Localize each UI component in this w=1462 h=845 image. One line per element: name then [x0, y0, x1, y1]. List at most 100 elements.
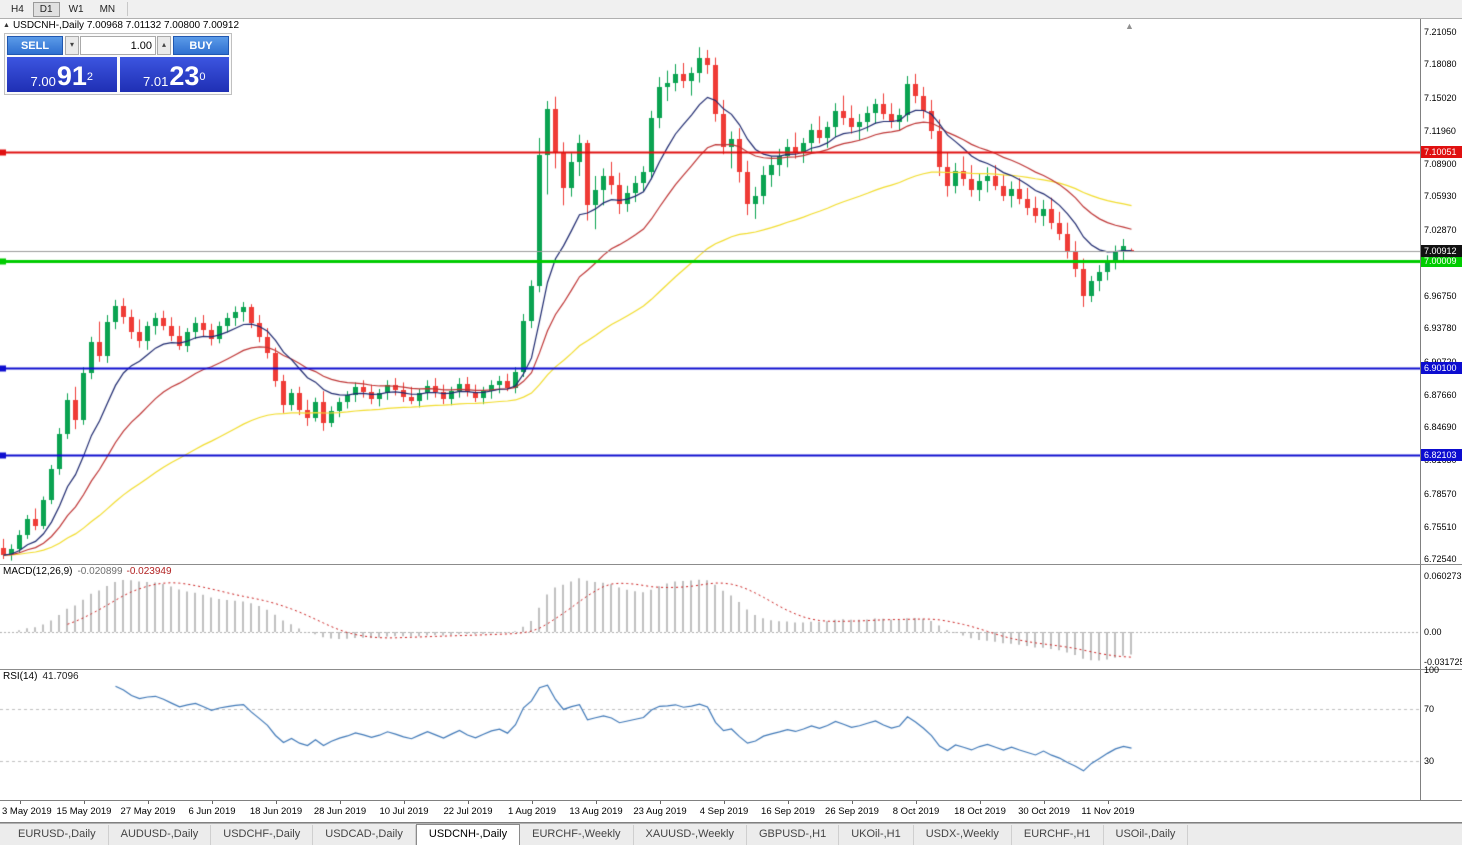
pane-separator[interactable]	[0, 669, 1462, 670]
chart-tab-xauusd-weekly[interactable]: XAUUSD-,Weekly	[634, 825, 747, 845]
buy-button[interactable]: BUY	[173, 36, 229, 55]
timeframe-toolbar: H4 D1 W1 MN	[0, 0, 1462, 19]
date-label: 13 Aug 2019	[569, 806, 623, 817]
chart-tab-ukoil-h1[interactable]: UKOil-,H1	[839, 825, 914, 845]
date-label: 28 Jun 2019	[313, 806, 367, 817]
volume-increase-button[interactable]: ▴	[157, 36, 171, 55]
buy-price-sup: 0	[199, 71, 206, 83]
timeframe-button-w1[interactable]: W1	[61, 1, 91, 17]
date-label: 16 Sep 2019	[761, 806, 815, 817]
price-axis-tick-label: 6.75510	[1424, 521, 1457, 532]
time-axis-tick	[660, 801, 661, 804]
date-label: 27 May 2019	[120, 806, 176, 817]
time-axis-tick	[340, 801, 341, 804]
buy-price-big: 23	[169, 61, 200, 91]
rsi-plot: RSI(14) 41.7096	[0, 670, 1420, 800]
chart-tab-usdx-weekly[interactable]: USDX-,Weekly	[914, 825, 1012, 845]
chart-tab-gbpusd-h1[interactable]: GBPUSD-,H1	[747, 825, 840, 845]
date-label: 3 May 2019	[2, 806, 52, 817]
date-label: 26 Sep 2019	[825, 806, 879, 817]
volume-control: ▾ ▴	[65, 36, 171, 55]
macd-name: MACD(12,26,9)	[3, 566, 73, 577]
time-axis: 3 May 2019 15 May 2019 27 May 2019 6 Jun 20…	[0, 800, 1462, 822]
sell-price-display[interactable]: 7.00 91 2	[7, 57, 117, 92]
time-axis-tick	[532, 801, 533, 804]
chart-tabs-bar: EURUSD-,Daily AUDUSD-,Daily USDCHF-,Daily U…	[0, 823, 1462, 845]
time-axis-tick	[20, 801, 21, 804]
price-plot: ▲ USDCNH-,Daily 7.00968 7.01132 7.00800 7…	[0, 19, 1420, 564]
macd-axis-tick-label: 0.060273	[1424, 571, 1462, 582]
rsi-value: 41.7096	[42, 671, 79, 682]
time-axis-tick	[980, 801, 981, 804]
pane-separator[interactable]	[0, 564, 1462, 565]
time-axis-tick	[852, 801, 853, 804]
sell-price-sup: 2	[86, 71, 93, 83]
hline-price-tag[interactable]: 6.90100	[1421, 362, 1462, 374]
price-axis-tick-label: 6.72540	[1424, 554, 1457, 565]
timeframe-button-h4[interactable]: H4	[4, 1, 31, 17]
time-axis-tick	[724, 801, 725, 804]
price-axis-tick-label: 6.78570	[1424, 488, 1457, 499]
one-click-collapse-icon[interactable]: ▲	[3, 22, 10, 29]
macd-pane: MACD(12,26,9) -0.020899 -0.023949 0.060273…	[0, 565, 1462, 669]
date-label: 30 Oct 2019	[1018, 806, 1070, 817]
chart-tab-usdchf-daily[interactable]: USDCHF-,Daily	[211, 825, 314, 845]
timeframe-button-mn[interactable]: MN	[92, 1, 123, 17]
date-label: 15 May 2019	[56, 806, 112, 817]
date-label: 18 Oct 2019	[954, 806, 1006, 817]
price-axis-tick-label: 6.87660	[1424, 389, 1457, 400]
time-axis-tick	[916, 801, 917, 804]
hline-price-tag[interactable]: 7.10051	[1421, 146, 1462, 158]
time-axis-tick	[148, 801, 149, 804]
chart-tab-eurchf-h1[interactable]: EURCHF-,H1	[1012, 825, 1104, 845]
price-axis-tick-label: 7.21050	[1424, 27, 1457, 38]
hline-price-tag[interactable]: 6.82103	[1421, 449, 1462, 461]
sell-price-prefix: 7.00	[30, 74, 56, 89]
price-axis-tick-label: 7.15020	[1424, 92, 1457, 103]
price-axis-tick-label: 6.93780	[1424, 323, 1457, 334]
chart-tab-usdcnh-daily[interactable]: USDCNH-,Daily	[415, 824, 521, 845]
date-label: 23 Aug 2019	[633, 806, 687, 817]
chart-shift-marker-icon[interactable]: ▲	[1125, 21, 1134, 31]
time-axis-tick	[84, 801, 85, 804]
macd-canvas[interactable]	[0, 565, 1420, 669]
date-label: 18 Jun 2019	[249, 806, 303, 817]
price-axis: 7.21050 7.18080 7.15020 7.11960 7.08900 7.059…	[1420, 19, 1462, 564]
time-axis-tick	[468, 801, 469, 804]
chart-tab-eurusd-daily[interactable]: EURUSD-,Daily	[6, 825, 109, 845]
chart-window: ▲ USDCNH-,Daily 7.00968 7.01132 7.00800 7…	[0, 19, 1462, 823]
timeframe-button-d1[interactable]: D1	[32, 1, 60, 17]
rsi-name: RSI(14)	[3, 671, 38, 682]
buy-price-display[interactable]: 7.01 23 0	[119, 57, 229, 92]
price-pane: ▲ USDCNH-,Daily 7.00968 7.01132 7.00800 7…	[0, 19, 1462, 564]
chart-tab-usoil-daily[interactable]: USOil-,Daily	[1104, 825, 1189, 845]
price-axis-tick-label: 7.18080	[1424, 59, 1457, 70]
macd-axis: 0.060273 0.00 -0.031725	[1420, 565, 1462, 669]
chart-symbol-header: ▲ USDCNH-,Daily 7.00968 7.01132 7.00800 7…	[3, 20, 239, 31]
price-axis-tick-label: 7.11960	[1424, 125, 1456, 136]
date-label: 22 Jul 2019	[443, 806, 493, 817]
price-axis-tick-label: 7.08900	[1424, 159, 1457, 170]
date-label: 8 Oct 2019	[892, 806, 940, 817]
rsi-canvas[interactable]	[0, 670, 1420, 800]
price-chart-canvas[interactable]	[0, 19, 1420, 564]
chart-tab-audusd-daily[interactable]: AUDUSD-,Daily	[109, 825, 212, 845]
price-axis-tick-label: 7.02870	[1424, 224, 1457, 235]
date-label: 6 Jun 2019	[188, 806, 236, 817]
rsi-axis-tick-label: 70	[1424, 704, 1435, 714]
price-axis-tick-label: 6.90720	[1424, 357, 1457, 367]
sell-price-big: 91	[56, 61, 87, 91]
buy-price-prefix: 7.01	[143, 74, 169, 89]
volume-decrease-button[interactable]: ▾	[65, 36, 79, 55]
date-label: 4 Sep 2019	[699, 806, 749, 817]
chart-tab-usdcad-daily[interactable]: USDCAD-,Daily	[313, 825, 416, 845]
current-price-tag: 7.00912	[1421, 245, 1462, 257]
toolbar-separator	[127, 2, 129, 16]
hline-price-tag[interactable]: 7.00009	[1421, 255, 1462, 267]
volume-input[interactable]	[80, 36, 156, 55]
chart-tab-eurchf-weekly[interactable]: EURCHF-,Weekly	[520, 825, 634, 845]
sell-button[interactable]: SELL	[7, 36, 63, 55]
time-axis-tick	[1044, 801, 1045, 804]
